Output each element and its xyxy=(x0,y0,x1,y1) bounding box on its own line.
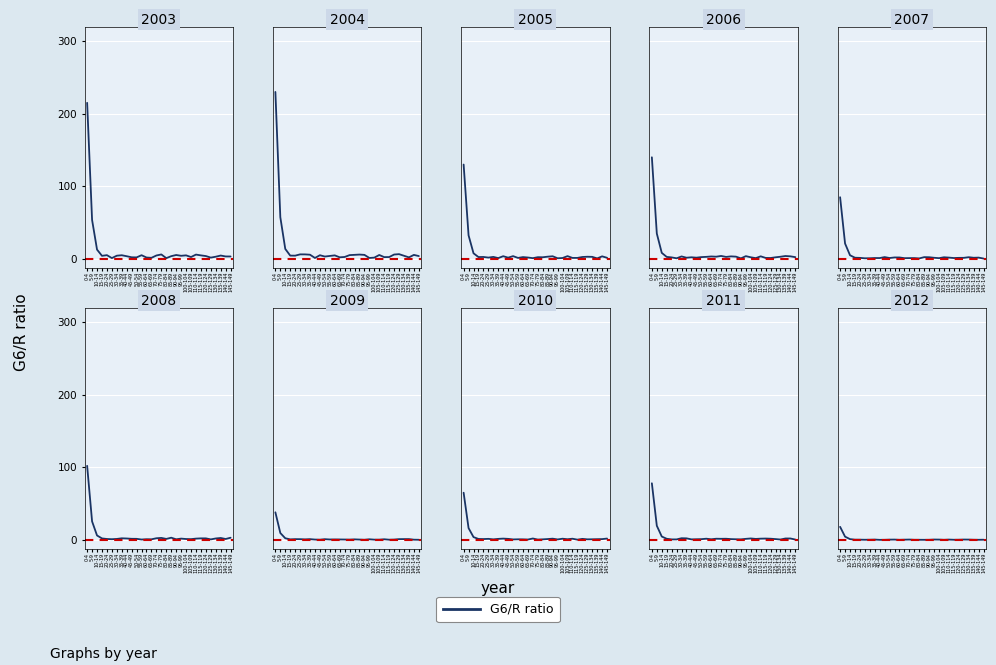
Title: 2004: 2004 xyxy=(330,13,365,27)
Title: 2003: 2003 xyxy=(141,13,176,27)
Title: 2005: 2005 xyxy=(518,13,553,27)
Text: G6/R ratio: G6/R ratio xyxy=(14,294,30,371)
Text: Graphs by year: Graphs by year xyxy=(50,647,156,662)
Title: 2007: 2007 xyxy=(894,13,929,27)
Title: 2010: 2010 xyxy=(518,293,553,307)
Title: 2009: 2009 xyxy=(330,293,365,307)
Title: 2011: 2011 xyxy=(706,293,741,307)
Title: 2012: 2012 xyxy=(894,293,929,307)
Legend: G6/R ratio: G6/R ratio xyxy=(436,597,560,622)
Title: 2008: 2008 xyxy=(141,293,176,307)
Text: year: year xyxy=(481,581,515,596)
Title: 2006: 2006 xyxy=(706,13,741,27)
